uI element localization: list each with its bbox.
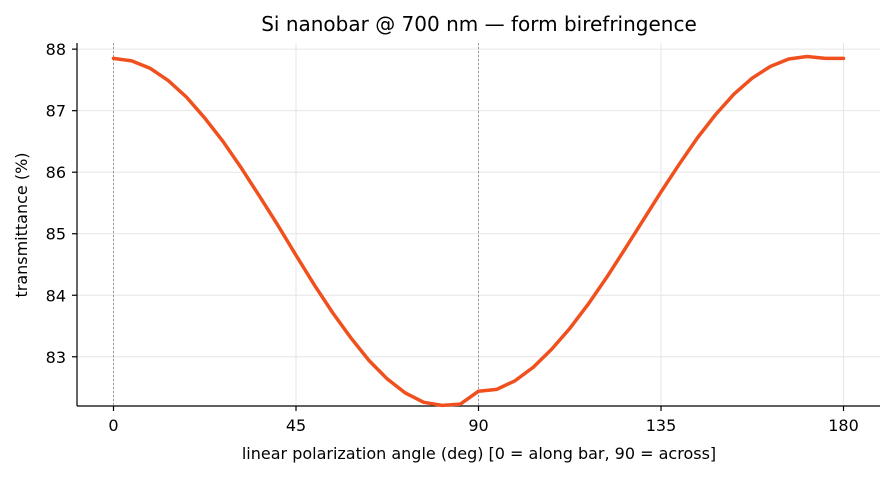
x-tick-label: 45	[286, 416, 306, 435]
data-point	[787, 57, 790, 61]
data-point	[404, 391, 407, 395]
data-point	[495, 388, 498, 391]
data-point	[550, 348, 553, 351]
data-point	[605, 276, 608, 280]
data-point	[294, 254, 298, 257]
y-tick-label: 86	[46, 163, 66, 182]
y-tick-label: 85	[46, 225, 66, 244]
y-tick-label: 84	[46, 286, 66, 305]
data-point	[732, 92, 736, 96]
data-point	[659, 190, 663, 194]
series-layer	[111, 54, 846, 408]
data-point	[586, 303, 590, 306]
data-point	[185, 95, 188, 99]
data-point	[130, 59, 133, 63]
data-point	[842, 57, 845, 60]
x-tick-label: 90	[468, 416, 488, 435]
data-point	[367, 359, 371, 362]
data-point	[221, 140, 225, 143]
y-axis-label: transmittance (%)	[12, 152, 31, 297]
x-tick-label: 135	[646, 416, 677, 435]
y-tick-label: 88	[46, 40, 66, 59]
data-point	[112, 57, 115, 60]
data-point	[678, 163, 681, 166]
data-point	[313, 283, 316, 286]
data-point	[477, 390, 480, 393]
x-tick-label: 0	[108, 416, 118, 435]
data-point	[276, 223, 279, 227]
data-point	[386, 377, 389, 381]
data-point	[568, 327, 571, 330]
data-point	[824, 57, 827, 60]
data-point	[349, 336, 352, 339]
data-point	[440, 404, 444, 407]
data-point	[203, 116, 206, 120]
data-point	[769, 65, 772, 68]
data-point	[331, 311, 334, 314]
data-point	[532, 366, 535, 369]
reference-lines	[113, 43, 479, 406]
data-point	[258, 194, 261, 198]
data-point	[805, 55, 809, 58]
data-point	[513, 379, 517, 382]
data-point	[148, 67, 152, 70]
data-point	[167, 79, 170, 82]
data-point	[751, 76, 754, 80]
x-tick-label: 180	[828, 416, 859, 435]
ticks: 0 45 90 135 180 83 84 85 86 87 88	[46, 40, 859, 435]
data-point	[422, 401, 425, 404]
data-point	[623, 248, 626, 251]
data-point	[714, 113, 717, 116]
chart-title: Si nanobar @ 700 nm — form birefringence	[261, 12, 697, 36]
y-tick-label: 83	[46, 348, 66, 367]
x-axis-label: linear polarization angle (deg) [0 = alo…	[242, 444, 716, 463]
data-point	[240, 166, 243, 170]
data-point	[459, 402, 462, 406]
data-point	[641, 219, 644, 223]
data-point	[696, 136, 699, 139]
y-tick-label: 87	[46, 102, 66, 121]
